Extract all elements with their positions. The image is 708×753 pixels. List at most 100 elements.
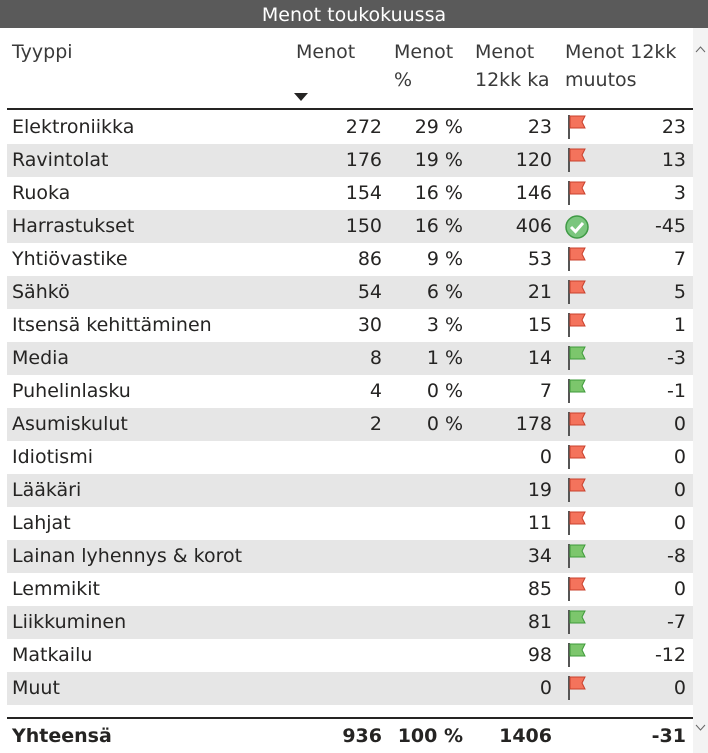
cell: Lahjat — [12, 512, 71, 534]
status-icon — [568, 280, 586, 304]
status-icon — [568, 181, 586, 205]
cell: 176 — [345, 149, 382, 171]
cell: 150 — [345, 215, 382, 237]
column-header: Menot — [296, 41, 356, 63]
cell: 178 — [515, 413, 552, 435]
visual-title: Menot toukokuussa — [0, 0, 708, 28]
cell: 81 — [527, 611, 552, 633]
cell: 15 — [527, 314, 552, 336]
status-icon — [568, 313, 586, 337]
status-icon — [568, 346, 586, 370]
cell: 86 — [357, 248, 382, 270]
cell: Idiotismi — [12, 446, 93, 468]
cell: 53 — [527, 248, 552, 270]
cell: Asumiskulut — [12, 413, 128, 435]
cell: 0 % — [426, 413, 463, 435]
cell: Ravintolat — [12, 149, 109, 171]
column-header: Menot 12kk ka — [475, 41, 550, 91]
cell: 19 — [527, 479, 552, 501]
status-icon — [568, 577, 586, 601]
cell: 7 — [539, 380, 552, 402]
cell: 98 — [527, 644, 552, 666]
status-icon — [565, 215, 589, 239]
status-icon — [568, 412, 586, 436]
cell: 14 — [527, 347, 552, 369]
status-icon — [568, 478, 586, 502]
cell: 0 — [673, 512, 686, 534]
total-cell: Yhteensä — [12, 725, 112, 747]
row-band — [7, 672, 693, 705]
cell: 30 — [357, 314, 382, 336]
total-cell: 100 % — [397, 725, 463, 747]
cell: 29 % — [414, 116, 463, 138]
cell: 5 — [673, 281, 686, 303]
cell: 272 — [345, 116, 382, 138]
row-band — [7, 342, 693, 375]
total-cell: 936 — [342, 725, 382, 747]
cell: 0 % — [426, 380, 463, 402]
cell: Puhelinlasku — [12, 380, 131, 402]
row-band — [7, 474, 693, 507]
cell: 9 % — [426, 248, 463, 270]
cell: 120 — [515, 149, 552, 171]
status-icon — [568, 247, 586, 271]
cell: 16 % — [414, 215, 463, 237]
cell: 4 — [369, 380, 382, 402]
cell: 23 — [527, 116, 552, 138]
cell: 0 — [673, 479, 686, 501]
cell: -3 — [667, 347, 686, 369]
cell: -1 — [667, 380, 686, 402]
cell: 0 — [539, 446, 552, 468]
status-icon — [568, 148, 586, 172]
total-rule — [7, 717, 693, 719]
column-header: Menot 12kk muutos — [565, 41, 677, 91]
status-icon — [568, 115, 586, 139]
cell: Elektroniikka — [12, 116, 135, 138]
cell: 0 — [673, 413, 686, 435]
column-header: Tyyppi — [12, 41, 73, 63]
cell: Lemmikit — [12, 578, 100, 600]
cell: 3 % — [426, 314, 463, 336]
cell: 1 % — [426, 347, 463, 369]
cell: 7 — [673, 248, 686, 270]
cell: Yhtiövastike — [12, 248, 128, 270]
cell: 13 — [661, 149, 686, 171]
column-header: Menot % — [394, 41, 454, 91]
cell: 146 — [515, 182, 552, 204]
cell: 0 — [539, 677, 552, 699]
cell: 34 — [527, 545, 552, 567]
cell: Media — [12, 347, 70, 369]
total-cell: 1406 — [499, 725, 552, 747]
cell: 406 — [515, 215, 552, 237]
row-band — [7, 276, 693, 309]
cell: 85 — [527, 578, 552, 600]
status-icon — [568, 544, 586, 568]
cell: 3 — [673, 182, 686, 204]
cell: 0 — [673, 578, 686, 600]
cell: -12 — [654, 644, 686, 666]
cell: 154 — [345, 182, 382, 204]
cell: -7 — [667, 611, 686, 633]
cell: 2 — [369, 413, 382, 435]
cell: 0 — [673, 677, 686, 699]
cell: Sähkö — [12, 281, 70, 303]
cell: Itsensä kehittäminen — [12, 314, 212, 336]
cell: 8 — [369, 347, 382, 369]
cell: Lääkäri — [12, 479, 82, 501]
cell: 6 % — [426, 281, 463, 303]
cell: -8 — [667, 545, 686, 567]
cell: 1 — [673, 314, 686, 336]
cell: 11 — [527, 512, 552, 534]
status-icon — [568, 379, 586, 403]
cell: 54 — [357, 281, 382, 303]
cell: 0 — [673, 446, 686, 468]
cell: 21 — [527, 281, 552, 303]
status-icon — [568, 610, 586, 634]
cell: Matkailu — [12, 644, 93, 666]
cell: Liikkuminen — [12, 611, 127, 633]
status-icon — [568, 676, 586, 700]
scrollbar[interactable] — [693, 28, 708, 753]
sort-arrow[interactable] — [293, 92, 309, 102]
status-icon — [568, 643, 586, 667]
